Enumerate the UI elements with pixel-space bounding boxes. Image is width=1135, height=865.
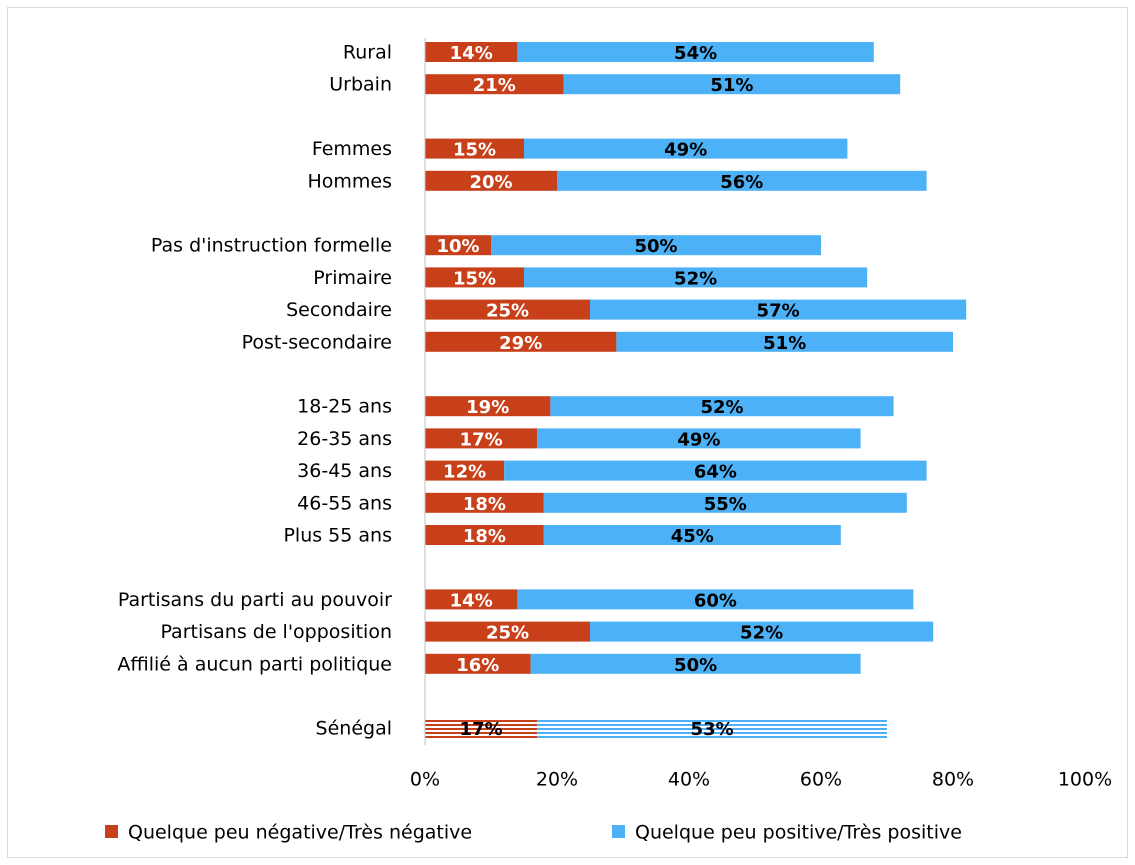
y-tick-label: Primaire [313, 267, 392, 289]
bar-segment [524, 138, 848, 159]
y-tick-label: 18-25 ans [297, 396, 392, 418]
data-label: 50% [674, 655, 717, 676]
x-tick-label: 0% [410, 769, 440, 791]
data-label: 49% [664, 140, 707, 161]
bar-segment [550, 396, 894, 417]
data-label: 52% [740, 623, 783, 644]
data-label: 51% [710, 75, 753, 96]
data-label: 15% [453, 140, 496, 161]
data-label: 51% [763, 333, 806, 354]
y-tick-label: Affilié à aucun parti politique [117, 653, 392, 675]
data-label: 55% [704, 494, 747, 515]
bar-segment [425, 396, 551, 417]
data-label: 19% [466, 397, 509, 418]
legend-label: Quelque peu positive/Très positive [635, 822, 962, 844]
y-tick-label: Sénégal [316, 718, 392, 740]
bar-segment [590, 299, 967, 320]
bar-segment [425, 428, 538, 449]
x-tick-label: 20% [536, 769, 578, 791]
x-tick-label: 40% [668, 769, 710, 791]
y-tick-label: Rural [343, 42, 392, 64]
bar-segment [616, 331, 953, 352]
data-label: 64% [694, 462, 737, 483]
y-tick-label: Urbain [329, 74, 392, 96]
bar-segment [425, 299, 590, 320]
data-label: 45% [671, 526, 714, 547]
bar-segment [425, 138, 524, 159]
x-tick-label: 80% [932, 769, 974, 791]
y-tick-label: Femmes [312, 138, 392, 160]
bar-segment [425, 621, 590, 642]
data-label: 52% [674, 268, 717, 289]
y-tick-label: Partisans du parti au pouvoir [118, 589, 392, 611]
data-label: 18% [463, 494, 506, 515]
bar-segment [517, 589, 914, 610]
y-tick-label: Plus 55 ans [283, 525, 392, 547]
bar-segment [425, 170, 557, 191]
bar-segment [425, 42, 518, 62]
bar-segment [543, 525, 841, 545]
data-label: 10% [436, 236, 479, 257]
bar-segment [537, 428, 861, 449]
bar-segment [543, 492, 907, 513]
y-tick-label: 46-55 ans [297, 492, 392, 514]
legend-swatch [105, 825, 118, 838]
data-label: 50% [634, 236, 677, 257]
data-label: 54% [674, 43, 717, 64]
y-tick-label: Partisans de l'opposition [160, 621, 392, 643]
data-label: 18% [463, 526, 506, 547]
chart-border [7, 7, 1128, 858]
bar-segment [425, 235, 491, 256]
data-label: 56% [720, 172, 763, 193]
bar-segment [425, 331, 617, 352]
bar-segment [491, 235, 821, 256]
x-tick-label: 60% [800, 769, 842, 791]
data-label: 14% [450, 43, 493, 64]
data-label: 49% [677, 429, 720, 450]
data-label: 17% [460, 719, 503, 740]
data-label: 14% [450, 590, 493, 611]
data-label: 29% [499, 333, 542, 354]
bar-segment [425, 460, 505, 481]
bar-segment [425, 74, 564, 95]
bar-segment [524, 267, 868, 288]
bar-segment [425, 267, 524, 288]
bar-segment [425, 492, 544, 513]
data-label: 20% [469, 172, 512, 193]
bar-segment [537, 718, 887, 739]
y-tick-label: 26-35 ans [297, 428, 392, 450]
y-tick-label: 36-45 ans [297, 460, 392, 482]
data-label: 60% [694, 590, 737, 611]
y-tick-label: Post-secondaire [242, 331, 392, 353]
bar-segment [425, 525, 544, 545]
y-tick-label: Hommes [307, 170, 392, 192]
bar-segment [530, 653, 861, 674]
data-label: 25% [486, 623, 529, 644]
bar-segment [563, 74, 901, 95]
x-tick-label: 100% [1058, 769, 1112, 791]
bar-segment [425, 653, 531, 674]
bar-segment [517, 42, 874, 62]
data-label: 57% [757, 301, 800, 322]
data-label: 12% [443, 462, 486, 483]
legend-label: Quelque peu négative/Très négative [128, 822, 472, 844]
y-tick-label: Secondaire [286, 299, 392, 321]
data-label: 53% [691, 719, 734, 740]
data-label: 16% [456, 655, 499, 676]
bar-segment [590, 621, 934, 642]
data-label: 52% [700, 397, 743, 418]
bar-segment [504, 460, 927, 481]
data-label: 15% [453, 268, 496, 289]
data-label: 17% [460, 429, 503, 450]
bar-segment [557, 170, 927, 191]
y-tick-label: Pas d'instruction formelle [151, 235, 392, 257]
bar-segment [425, 589, 518, 610]
data-label: 25% [486, 301, 529, 322]
data-label: 21% [473, 75, 516, 96]
legend-swatch [612, 825, 625, 838]
bar-segment [425, 718, 538, 739]
